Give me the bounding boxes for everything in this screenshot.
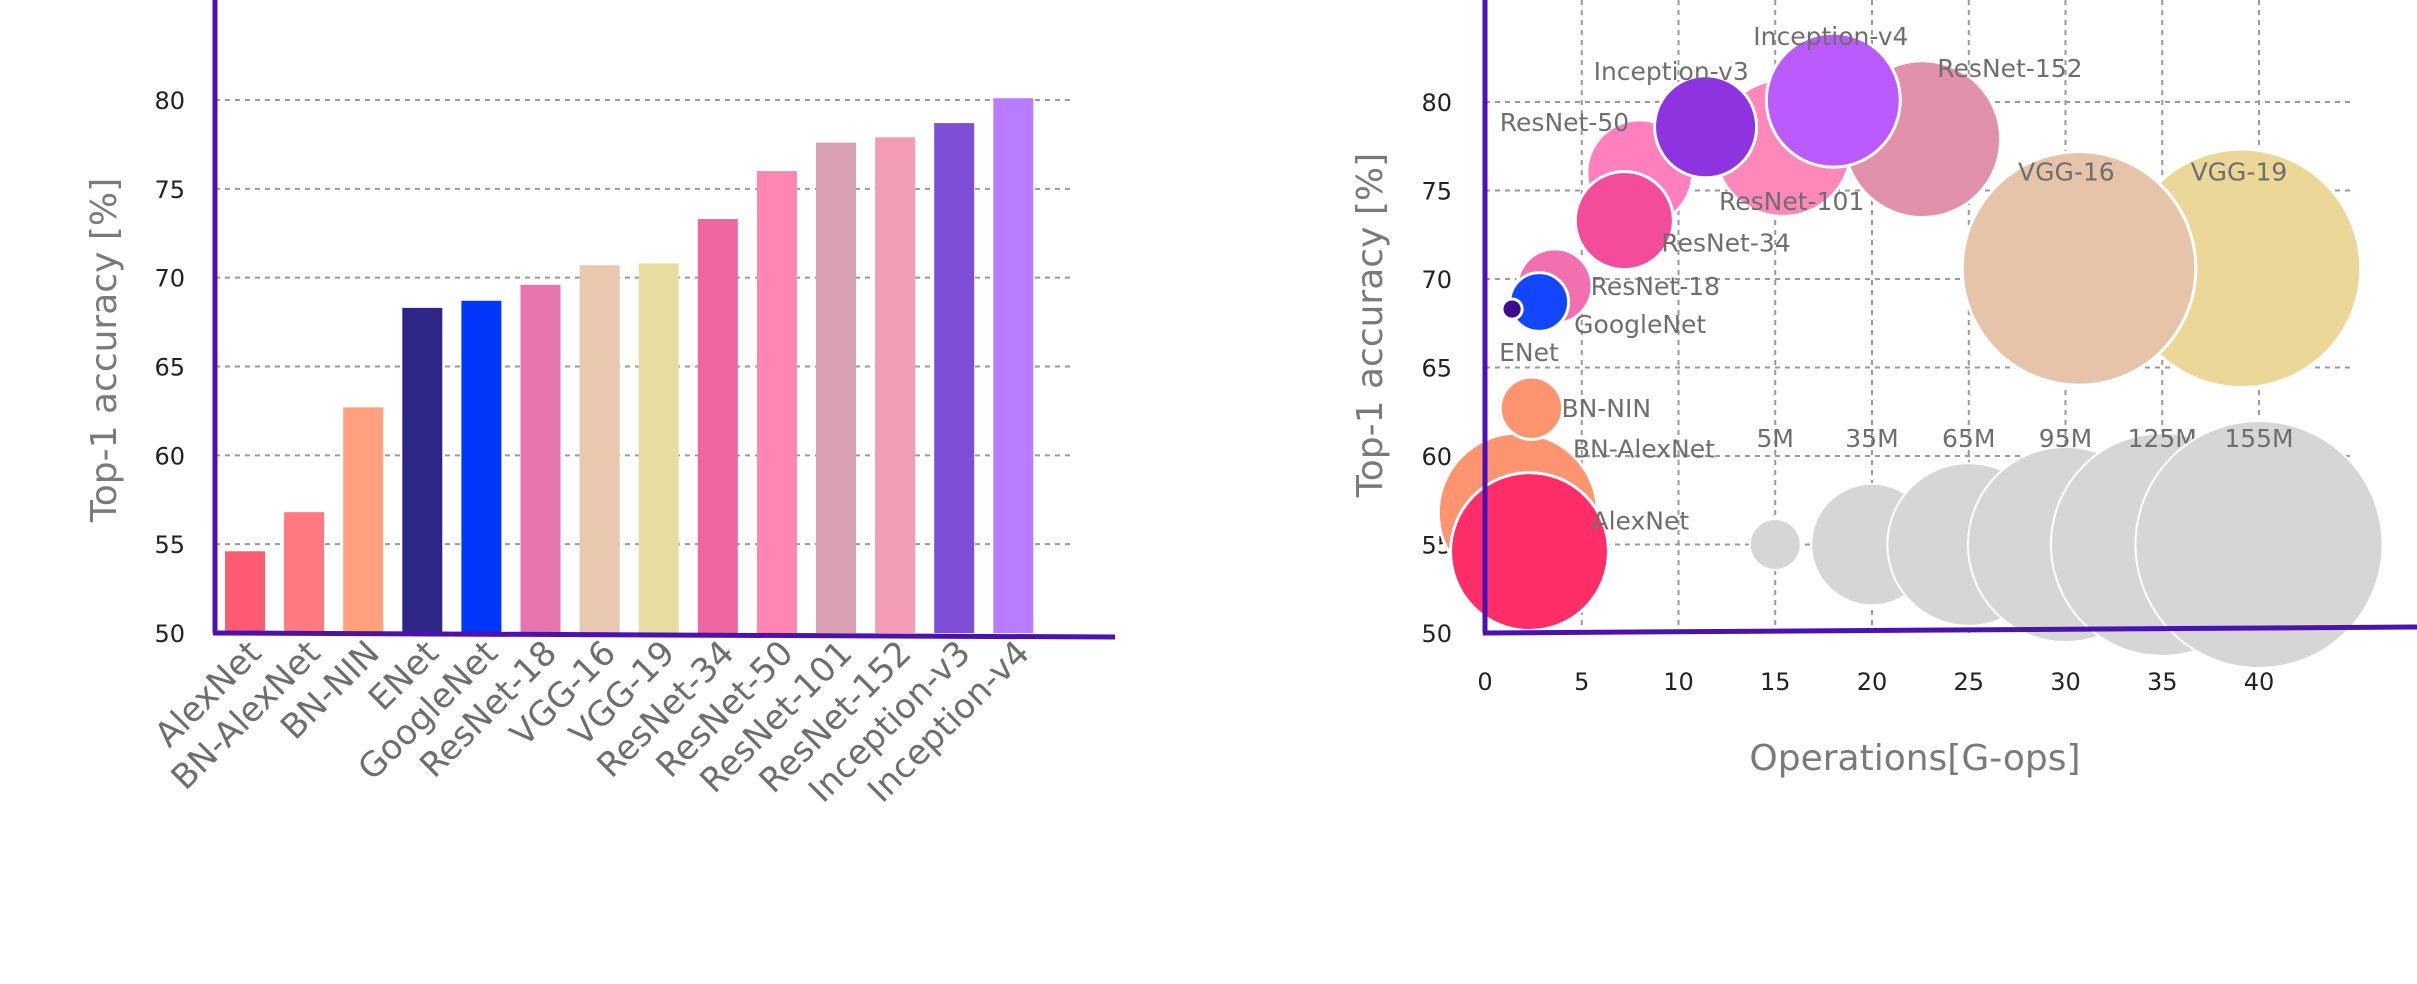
bar-y-tick-label: 55 [154, 531, 185, 559]
bubble-label: ResNet-18 [1591, 272, 1720, 301]
bubble-y-tick-label: 60 [1421, 443, 1452, 471]
bubble-y-tick-label: 70 [1421, 266, 1452, 294]
bubble-x-tick-label: 5 [1574, 668, 1589, 696]
bar-bn-alexnet [284, 512, 325, 633]
bubble-label: BN-NIN [1561, 394, 1651, 423]
bubble-label: VGG-19 [2191, 157, 2288, 186]
bubble-resnet-34 [1573, 170, 1675, 272]
bubble-y-tick-label: 65 [1421, 355, 1452, 383]
bubble-x-tick-label: 25 [1953, 668, 1984, 696]
bar-alexnet [225, 551, 265, 633]
bubble-label: ResNet-34 [1661, 229, 1790, 258]
bubble-inception-v4 [1764, 31, 1902, 169]
bubble-x-tick-label: 40 [2244, 668, 2275, 696]
bar-resnet-18 [520, 284, 561, 633]
bar-resnet-34 [697, 219, 738, 633]
bar-y-tick-label: 60 [154, 442, 185, 470]
bar-vgg-19 [638, 263, 679, 633]
size-legend-label: 155M [2224, 424, 2293, 453]
bar-x-axis [212, 630, 1116, 640]
bubble-label: GoogleNet [1574, 310, 1706, 339]
bubble-y-tick-label: 75 [1421, 178, 1452, 206]
bar-y-tick-label: 80 [154, 87, 185, 115]
bubble-label: ResNet-50 [1500, 108, 1629, 137]
bubble-x-tick-label: 20 [1857, 668, 1888, 696]
bar-inception-v3 [934, 123, 975, 633]
bar-googlenet [461, 300, 502, 633]
bubble-alexnet [1449, 471, 1610, 633]
bar-y-tick-label: 70 [154, 265, 185, 293]
bubble-label: Inception-v3 [1594, 57, 1749, 86]
bubble-label: BN-AlexNet [1573, 435, 1715, 464]
bar-resnet-101 [816, 142, 856, 633]
bubble-label: VGG-16 [2018, 157, 2115, 186]
bubble-x-tick-label: 35 [2147, 668, 2178, 696]
bubble-label: Inception-v4 [1753, 22, 1908, 51]
size-legend-label: 5M [1757, 424, 1794, 453]
bar-y-tick-label: 50 [154, 620, 185, 648]
bubble-x-axis-title: Operations[G-ops] [1749, 738, 2080, 779]
size-legend-bubble [1748, 518, 1802, 571]
bubble-x-axis [1482, 624, 2417, 636]
bar-y-axis-title: Top-1 accuracy [%] [84, 178, 125, 523]
bar-inception-v4 [993, 98, 1034, 634]
size-legend-bubble [2134, 419, 2384, 670]
bubble-x-tick-label: 10 [1663, 668, 1694, 696]
bubble-label: ResNet-101 [1719, 187, 1864, 216]
bar-bn-nin [343, 407, 384, 633]
bar-resnet-152 [875, 137, 916, 633]
size-legend-label: 65M [1942, 424, 1995, 453]
bubble-label: ResNet-152 [1937, 54, 2082, 83]
bubble-y-tick-label: 50 [1421, 620, 1452, 648]
bubble-vgg-16 [1960, 150, 2198, 387]
bar-resnet-50 [756, 171, 797, 634]
bubble-x-tick-label: 0 [1477, 668, 1492, 696]
bubble-inception-v3 [1653, 74, 1759, 180]
bubble-enet [1500, 297, 1524, 321]
bar-y-tick-label: 75 [154, 176, 185, 204]
bubble-label: ENet [1499, 338, 1559, 367]
bubble-y-tick-label: 80 [1421, 89, 1452, 117]
size-legend-label: 95M [2039, 424, 2092, 453]
bubble-y-axis-title: Top-1 accuracy [%] [1350, 153, 1391, 498]
bar-vgg-16 [579, 265, 620, 633]
bar-enet [402, 307, 443, 633]
bubble-label: AlexNet [1592, 507, 1690, 536]
bubble-bn-nin [1498, 375, 1565, 441]
bar-y-tick-label: 65 [154, 354, 185, 382]
bubble-x-tick-label: 15 [1760, 668, 1791, 696]
bubble-x-tick-label: 30 [2050, 668, 2081, 696]
bar-chart-panel: 50556065707580AlexNetBN-AlexNetBN-NINENe… [84, 0, 1116, 811]
size-legend-label: 35M [1845, 424, 1898, 453]
